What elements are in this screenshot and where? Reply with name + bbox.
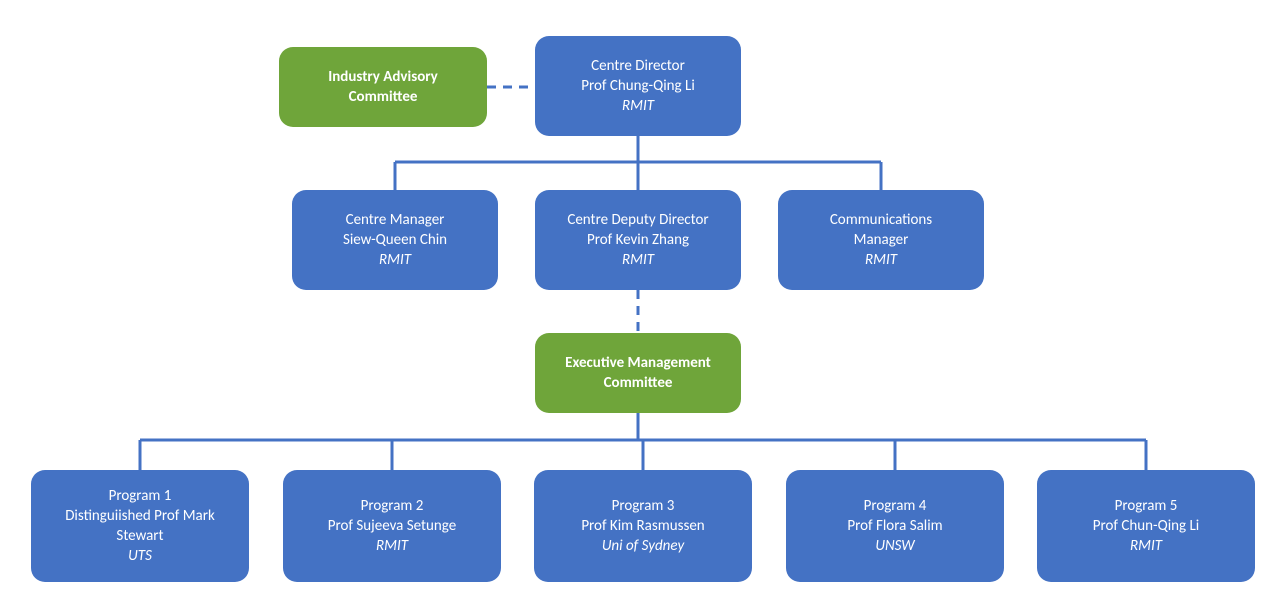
node-label-line1: Program 3: [612, 496, 675, 516]
node-label-line2: Distinguiished Prof Mark Stewart: [41, 506, 239, 547]
node-label-line2: Manager: [854, 230, 909, 250]
node-label-line2: Siew-Queen Chin: [343, 230, 447, 250]
node-centre-manager: Centre Manager Siew-Queen Chin RMIT: [292, 190, 498, 290]
node-program-1: Program 1 Distinguiished Prof Mark Stewa…: [31, 470, 249, 582]
node-label-line3: RMIT: [379, 250, 411, 270]
node-program-3: Program 3 Prof Kim Rasmussen Uni of Sydn…: [534, 470, 752, 582]
node-industry-advisory: Industry Advisory Committee: [279, 47, 487, 127]
node-label-line2: Prof Chung-Qing Li: [581, 76, 695, 96]
node-program-4: Program 4 Prof Flora Salim UNSW: [786, 470, 1004, 582]
node-label-line1: Program 2: [361, 496, 424, 516]
node-label-line2: Prof Kevin Zhang: [587, 230, 689, 250]
node-label-line1: Industry Advisory: [328, 67, 438, 87]
node-label-line2: Prof Kim Rasmussen: [581, 516, 704, 536]
node-label-line3: UTS: [128, 546, 152, 566]
node-label-line1: Communications: [830, 210, 932, 230]
node-label-line3: Uni of Sydney: [602, 536, 684, 556]
node-label-line2: Prof Sujeeva Setunge: [328, 516, 456, 536]
node-label-line2: Prof Flora Salim: [847, 516, 942, 536]
node-label-line1: Program 1: [109, 486, 172, 506]
node-label-line2: Committee: [604, 373, 673, 393]
node-program-2: Program 2 Prof Sujeeva Setunge RMIT: [283, 470, 501, 582]
node-communications-manager: Communications Manager RMIT: [778, 190, 984, 290]
node-label-line3: RMIT: [622, 250, 654, 270]
node-label-line1: Program 4: [864, 496, 927, 516]
node-label-line1: Executive Management: [565, 353, 711, 373]
node-label-line3: RMIT: [376, 536, 408, 556]
node-program-5: Program 5 Prof Chun-Qing Li RMIT: [1037, 470, 1255, 582]
node-label-line2: Prof Chun-Qing Li: [1093, 516, 1199, 536]
node-centre-director: Centre Director Prof Chung-Qing Li RMIT: [535, 36, 741, 136]
node-label-line3: RMIT: [865, 250, 897, 270]
node-label-line3: UNSW: [875, 536, 914, 556]
node-label-line1: Program 5: [1115, 496, 1178, 516]
node-executive-management: Executive Management Committee: [535, 333, 741, 413]
node-label-line1: Centre Manager: [346, 210, 445, 230]
node-label-line3: RMIT: [622, 96, 654, 116]
node-label-line2: Committee: [349, 87, 418, 107]
node-label-line3: RMIT: [1130, 536, 1162, 556]
node-deputy-director: Centre Deputy Director Prof Kevin Zhang …: [535, 190, 741, 290]
node-label-line1: Centre Deputy Director: [567, 210, 708, 230]
node-label-line1: Centre Director: [591, 56, 685, 76]
